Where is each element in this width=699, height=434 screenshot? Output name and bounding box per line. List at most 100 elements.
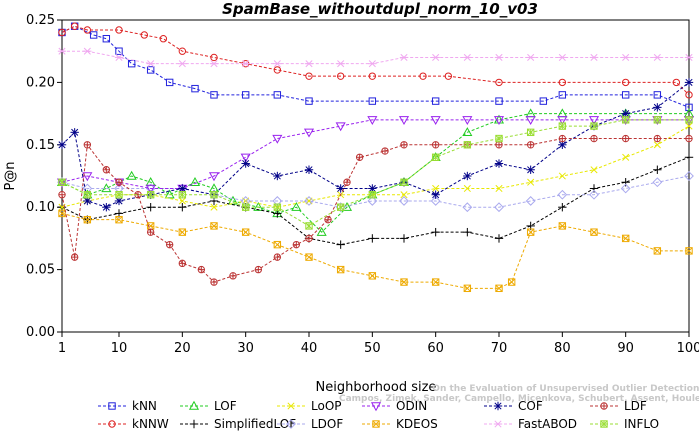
data-point-kdeos (558, 222, 566, 230)
data-point-knnw (58, 28, 66, 37)
series-fastabod (57, 47, 694, 68)
data-point-knn (115, 47, 123, 55)
legend-item-fastabod: FastABOD (484, 417, 577, 431)
series-line-odin (61, 119, 689, 189)
legend-item-ldf: LDF (590, 399, 647, 413)
data-point-knnw (419, 72, 427, 80)
plot-frame (61, 19, 690, 333)
data-point-ldof (399, 196, 409, 206)
x-tick-label: 40 (301, 341, 318, 356)
data-point-kdeos (83, 215, 92, 224)
chart-title: SpamBase_withoutdupl_norm_10_v03 (222, 0, 538, 18)
data-point-cof (115, 197, 123, 205)
data-point-loop (178, 197, 186, 205)
data-point-odin (398, 116, 410, 126)
data-point-ldof (367, 196, 378, 206)
data-point-kdeos (337, 266, 345, 274)
data-point-kdeos (115, 216, 123, 224)
data-point-odin (367, 116, 378, 126)
data-point-kdeos (590, 228, 598, 236)
legend-label: FastABOD (518, 417, 577, 431)
data-point-kdeos (590, 228, 598, 236)
y-tick-label: 0.05 (26, 263, 55, 278)
data-point-knnw (115, 26, 123, 34)
legend-marker (494, 402, 502, 410)
data-point-loop (210, 203, 218, 211)
data-point-knn (539, 97, 548, 105)
legend-label: INFLO (624, 417, 659, 431)
data-point-cof (71, 128, 79, 136)
legend-label: LDOF (311, 417, 343, 431)
data-point-knnw (140, 31, 149, 39)
data-point-kdeos (400, 278, 408, 286)
legend-marker (286, 419, 296, 429)
data-point-kdeos (305, 253, 313, 261)
data-point-loop (622, 153, 630, 161)
data-point-kdeos (527, 228, 535, 236)
data-point-lof (126, 170, 137, 180)
legend-item-ldof: LDOF (277, 417, 343, 431)
data-point-knn (165, 78, 174, 87)
legend-item-simplifiedlof: SimplifiedLOF (180, 417, 296, 431)
data-point-cof (558, 141, 566, 149)
data-point-kdeos (178, 228, 187, 236)
data-point-loop (400, 191, 408, 199)
data-point-ldof (525, 196, 536, 206)
data-point-loop (653, 141, 661, 149)
legend-item-cof: COF (484, 399, 543, 413)
x-tick-label: 50 (364, 341, 381, 356)
legend-marker (108, 420, 116, 428)
data-point-knnw (210, 53, 218, 62)
data-point-cof (527, 166, 535, 174)
data-point-odin (335, 122, 346, 132)
y-tick-label: 0.00 (26, 325, 55, 340)
data-point-knnw (305, 72, 313, 80)
legend-marker (287, 402, 295, 410)
plot-area: 0.00 0.05 0.10 0.15 0.20 0.25 1 10 20 30 40 50 60 70 8… (26, 13, 699, 356)
data-point-loop (463, 184, 471, 193)
data-point-ldof (684, 171, 694, 181)
x-tick-label: 10 (111, 341, 128, 356)
data-point-lof (227, 195, 239, 205)
data-point-kdeos (336, 265, 345, 274)
legend-label: SimplifiedLOF (214, 417, 296, 431)
legend-marker (372, 420, 380, 428)
data-point-kdeos (508, 278, 516, 286)
data-point-odin (240, 153, 251, 163)
x-tick-label: 90 (617, 341, 634, 356)
legend-label: KDEOS (396, 417, 438, 431)
x-tick-label: 20 (174, 341, 191, 356)
data-point-kdeos (495, 284, 503, 292)
data-point-knn (210, 91, 218, 99)
y-tick-label: 0.15 (26, 138, 55, 153)
x-tick-label: 60 (427, 341, 444, 356)
data-point-kdeos (58, 209, 66, 217)
data-point-cof (368, 184, 376, 193)
data-point-kdeos (368, 272, 377, 280)
data-point-kdeos (622, 234, 630, 242)
legend-label: kNN (132, 399, 157, 413)
legend-item-kdeos: KDEOS (362, 417, 438, 431)
data-point-odin (82, 172, 93, 182)
data-point-knnw (621, 78, 630, 87)
data-point-kdeos (242, 228, 250, 236)
data-point-kdeos (431, 278, 440, 286)
data-point-kdeos (526, 228, 535, 236)
data-point-cof (653, 103, 661, 111)
data-point-knn (495, 97, 503, 105)
legend-marker (370, 402, 382, 412)
series-line-knn (61, 25, 690, 108)
data-point-kdeos (58, 209, 66, 218)
data-point-cof (463, 172, 471, 180)
data-point-knn (89, 31, 98, 39)
data-point-kdeos (178, 228, 186, 236)
series-line-lof (61, 113, 689, 233)
data-point-knn (685, 103, 693, 112)
watermark-line-1: On the Evaluation of Unsupervised Outlie… (432, 384, 699, 394)
legend-item-inflo: INFLO (590, 417, 659, 431)
data-point-ldof (462, 202, 473, 213)
data-point-cof (685, 78, 693, 86)
series-simplifiedlof (57, 153, 694, 249)
data-point-kdeos (273, 241, 281, 249)
data-point-knn (368, 97, 377, 105)
